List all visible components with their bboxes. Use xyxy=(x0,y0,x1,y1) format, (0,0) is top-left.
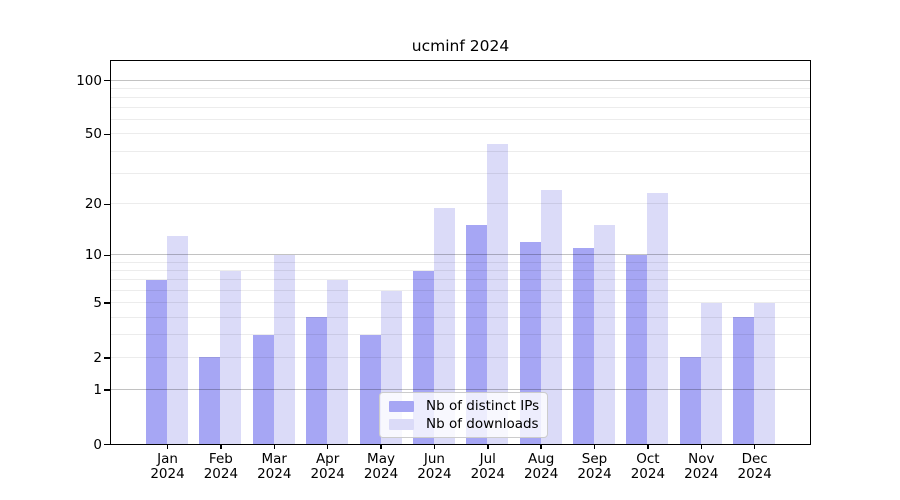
x-tick-apr xyxy=(326,444,329,449)
bar-mar-distinct-ips xyxy=(252,334,274,444)
x-tick-jan xyxy=(166,444,169,449)
x-tick-month-nov: Nov xyxy=(688,451,715,467)
y-tick-label-5: 5 xyxy=(93,295,102,312)
x-tick-year-sep: 2024 xyxy=(577,466,612,482)
bar-nov-downloads xyxy=(700,302,722,444)
y-tick-label-1: 1 xyxy=(93,381,102,398)
x-tick-year-jan: 2024 xyxy=(150,466,185,482)
x-tick-label-jul: Jul 2024 xyxy=(456,452,520,482)
x-tick-month-jul: Jul xyxy=(479,451,496,467)
x-tick-year-nov: 2024 xyxy=(684,466,719,482)
y-tick-0 xyxy=(104,443,110,446)
bar-apr-distinct-ips xyxy=(306,317,328,444)
x-tick-month-mar: Mar xyxy=(261,451,287,467)
legend-item-distinct-ips: Nb of distinct IPs xyxy=(389,398,539,414)
y-tick-label-100: 100 xyxy=(76,72,102,89)
x-tick-dec xyxy=(753,444,756,449)
x-tick-label-may: May 2024 xyxy=(349,452,413,482)
x-tick-jun xyxy=(433,444,436,449)
x-tick-month-may: May xyxy=(367,451,395,467)
legend-item-downloads: Nb of downloads xyxy=(389,416,539,432)
legend-label-downloads: Nb of downloads xyxy=(426,416,539,432)
x-tick-year-jul: 2024 xyxy=(470,466,505,482)
x-tick-month-feb: Feb xyxy=(208,451,233,467)
bar-oct-distinct-ips xyxy=(626,254,648,444)
x-tick-label-dec: Dec 2024 xyxy=(723,452,787,482)
bar-jul-distinct-ips xyxy=(466,225,488,444)
bar-jan-downloads xyxy=(167,235,188,444)
y-tick-2 xyxy=(104,357,110,359)
plot-area: Nb of distinct IPs Nb of downloads xyxy=(110,60,811,445)
x-tick-mar xyxy=(273,444,275,449)
x-tick-label-aug: Aug 2024 xyxy=(509,452,573,482)
x-tick-year-mar: 2024 xyxy=(257,466,292,482)
legend-label-distinct-ips: Nb of distinct IPs xyxy=(426,398,540,414)
x-tick-nov xyxy=(700,444,703,449)
bar-dec-downloads xyxy=(754,302,776,444)
legend: Nb of distinct IPs Nb of downloads xyxy=(379,392,548,438)
bar-feb-downloads xyxy=(220,270,242,444)
y-tick-label-20: 20 xyxy=(84,196,102,213)
bar-apr-downloads xyxy=(327,279,349,444)
x-tick-year-oct: 2024 xyxy=(630,466,666,482)
x-tick-month-dec: Dec xyxy=(741,451,768,467)
x-tick-may xyxy=(380,444,382,449)
bar-jan-distinct-ips xyxy=(146,279,167,444)
x-tick-label-apr: Apr 2024 xyxy=(296,452,360,482)
x-tick-month-apr: Apr xyxy=(315,451,340,467)
y-tick-50 xyxy=(104,133,110,136)
x-tick-feb xyxy=(220,444,222,449)
bar-sep-distinct-ips xyxy=(573,248,595,444)
y-tick-label-10: 10 xyxy=(84,247,102,264)
y-tick-100 xyxy=(104,79,110,82)
bars-layer xyxy=(111,61,810,444)
x-tick-label-mar: Mar 2024 xyxy=(242,452,306,482)
x-tick-jul xyxy=(487,444,489,449)
x-tick-label-nov: Nov 2024 xyxy=(669,452,733,482)
x-tick-label-feb: Feb 2024 xyxy=(189,452,253,482)
y-tick-label-0: 0 xyxy=(93,436,102,453)
bar-sep-downloads xyxy=(594,225,616,444)
bar-feb-distinct-ips xyxy=(199,357,221,444)
x-tick-year-dec: 2024 xyxy=(737,466,772,482)
y-tick-10 xyxy=(104,254,110,257)
x-tick-month-jan: Jan xyxy=(157,451,178,467)
bar-jul-downloads xyxy=(487,143,509,444)
x-tick-year-apr: 2024 xyxy=(310,466,345,482)
x-tick-month-jun: Jun xyxy=(423,451,445,467)
bar-jun-downloads xyxy=(433,207,455,444)
legend-swatch-downloads-icon xyxy=(389,418,414,430)
x-tick-year-aug: 2024 xyxy=(523,466,559,482)
bar-dec-distinct-ips xyxy=(733,317,755,444)
x-tick-year-feb: 2024 xyxy=(203,466,239,482)
bar-oct-downloads xyxy=(647,193,669,444)
x-tick-oct xyxy=(647,444,649,449)
legend-swatch-distinct-ips-icon xyxy=(389,400,414,412)
x-tick-year-may: 2024 xyxy=(363,466,399,482)
bar-may-distinct-ips xyxy=(359,334,381,444)
bar-nov-distinct-ips xyxy=(679,357,701,444)
x-tick-label-jan: Jan 2024 xyxy=(136,452,200,482)
x-tick-month-sep: Sep xyxy=(581,451,608,467)
x-tick-sep xyxy=(593,444,596,449)
y-tick-1 xyxy=(104,389,110,391)
y-tick-20 xyxy=(104,203,110,206)
x-tick-month-oct: Oct xyxy=(636,451,660,467)
x-tick-year-jun: 2024 xyxy=(417,466,452,482)
x-tick-label-oct: Oct 2024 xyxy=(616,452,680,482)
y-tick-label-2: 2 xyxy=(93,349,102,366)
x-tick-label-sep: Sep 2024 xyxy=(563,452,627,482)
x-tick-aug xyxy=(540,444,542,449)
bar-aug-downloads xyxy=(540,190,562,444)
y-tick-label-50: 50 xyxy=(84,126,102,143)
x-tick-label-jun: Jun 2024 xyxy=(402,452,466,482)
bar-mar-downloads xyxy=(273,254,295,444)
y-tick-5 xyxy=(104,302,110,304)
x-tick-month-aug: Aug xyxy=(527,451,555,467)
chart-title: ucminf 2024 xyxy=(411,37,510,55)
